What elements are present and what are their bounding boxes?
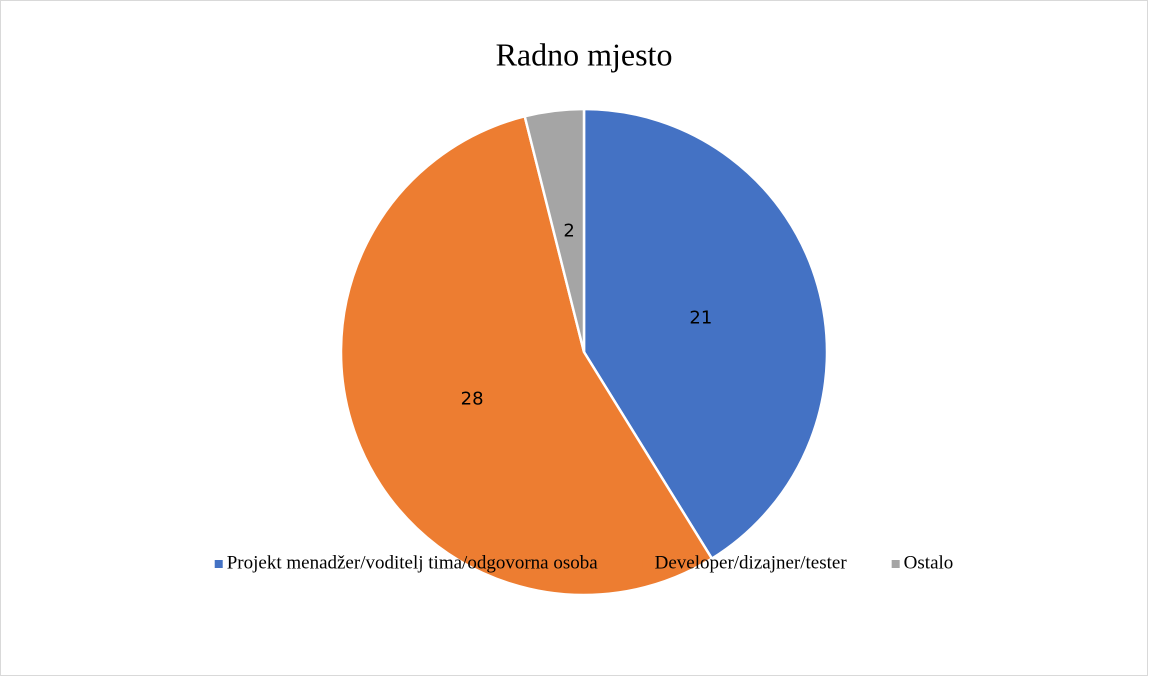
legend-label: Developer/dizajner/tester	[655, 552, 848, 573]
data-label: 21	[689, 308, 712, 329]
chart-title: Radno mjesto	[496, 36, 673, 72]
legend-swatch	[214, 560, 223, 568]
legend-swatch	[642, 560, 651, 568]
legend-swatch	[891, 560, 900, 568]
data-label: 2	[563, 220, 574, 241]
pie-slice	[523, 107, 586, 353]
pie-slice	[582, 107, 829, 561]
legend-label: Ostalo	[904, 552, 954, 573]
data-label: 28	[461, 388, 484, 409]
legend-label: Projekt menadžer/voditelj tima/odgovorna…	[227, 552, 599, 573]
pie-slice	[339, 114, 714, 597]
